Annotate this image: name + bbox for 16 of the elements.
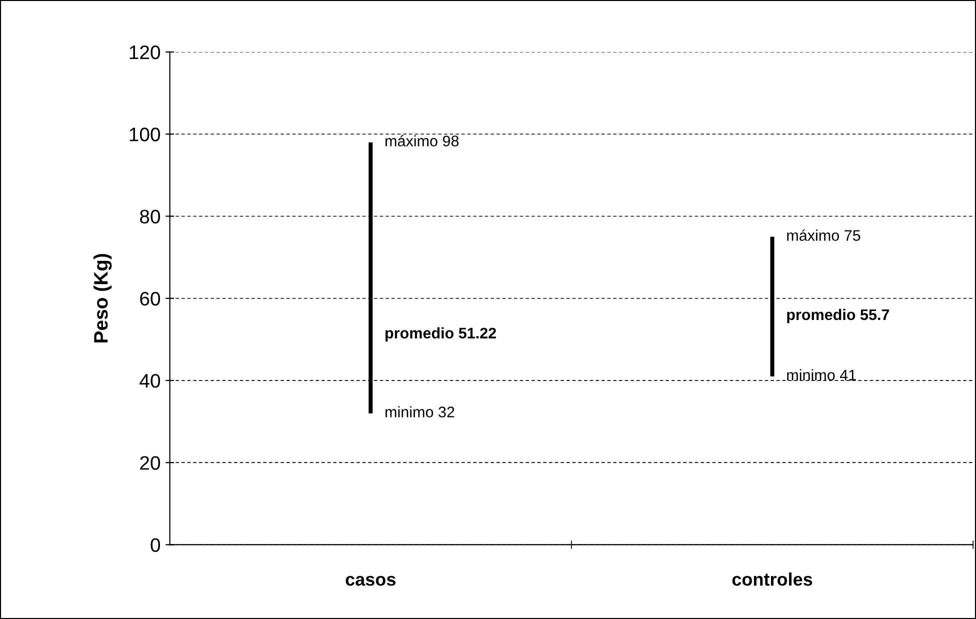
annotation: promedio 51.22 bbox=[386, 327, 496, 342]
y-tick-label: 100 bbox=[130, 128, 160, 142]
annotation: minimo 32 bbox=[386, 406, 454, 418]
annotation: promedio 55.7 bbox=[787, 308, 890, 324]
y-tick-label: 60 bbox=[140, 292, 160, 306]
y-tick-label: 120 bbox=[130, 45, 160, 60]
x-tick-label: casos bbox=[346, 576, 396, 586]
x-tick-label: controles bbox=[732, 572, 812, 586]
annotation: minimo 41 bbox=[787, 369, 856, 380]
y-axis-title: Peso (Kg) bbox=[93, 254, 112, 342]
annotation: máximo 75 bbox=[787, 229, 860, 241]
y-tick-label: 80 bbox=[140, 210, 160, 224]
y-tick-label: 0 bbox=[150, 538, 160, 552]
y-tick-label: 40 bbox=[140, 374, 160, 388]
annotation: máximo 98 bbox=[386, 135, 459, 146]
y-tick-label: 20 bbox=[140, 456, 160, 470]
